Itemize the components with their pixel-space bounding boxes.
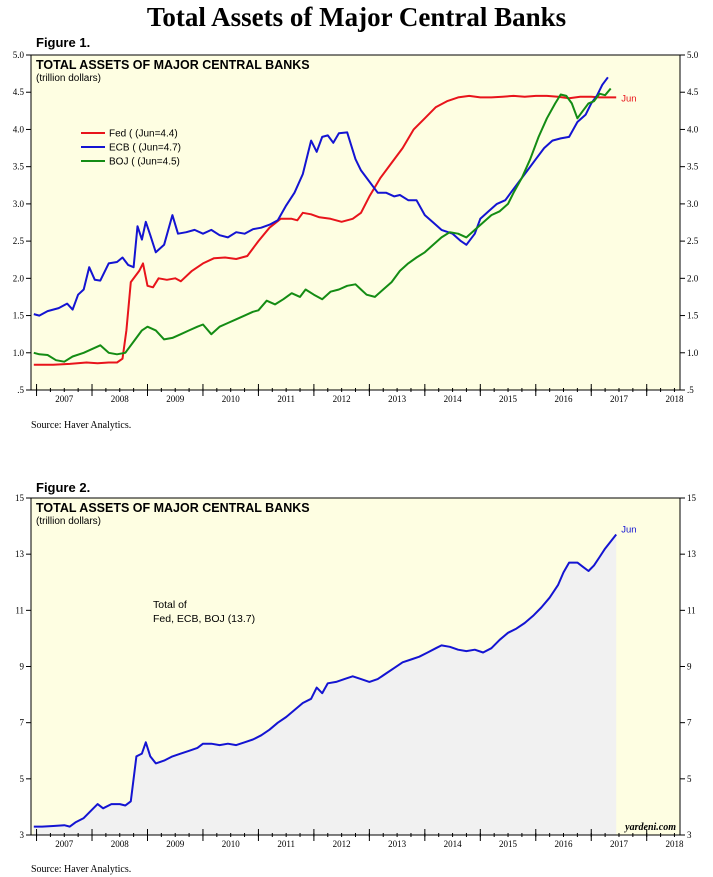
chart-subtitle: (trillion dollars) bbox=[36, 73, 101, 84]
x-tick-label: 2007 bbox=[55, 839, 74, 849]
figure1-label: Figure 1. bbox=[36, 35, 91, 50]
figure1-chart: .5 .5 1.0 1.0 1.5 1.5 2.0 2.0 2.5 2.5 3.0 3.0 3.5 3.5… bbox=[13, 50, 699, 404]
x-tick-label: 2013 bbox=[388, 394, 407, 404]
x-tick-label: 2008 bbox=[111, 394, 130, 404]
x-tick-label: 2011 bbox=[277, 394, 295, 404]
y-tick-label-left: 3 bbox=[20, 830, 25, 840]
x-tick-label: 2007 bbox=[55, 394, 74, 404]
x-tick-label: 2014 bbox=[444, 394, 463, 404]
y-tick-label-left: .5 bbox=[17, 385, 24, 395]
series-line-0 bbox=[33, 94, 617, 366]
y-tick-label-right: 1.5 bbox=[687, 311, 699, 321]
x-tick-label: 2009 bbox=[166, 839, 185, 849]
series-line-0 bbox=[33, 533, 617, 828]
x-tick-label: 2012 bbox=[333, 839, 351, 849]
y-tick-label-left: 5 bbox=[20, 774, 25, 784]
annotation-line: Fed, ECB, BOJ (13.7) bbox=[153, 613, 255, 625]
y-tick-label-right: 5.0 bbox=[687, 50, 699, 60]
chart-title: TOTAL ASSETS OF MAJOR CENTRAL BANKS bbox=[36, 501, 310, 515]
x-tick-label: 2018 bbox=[665, 839, 684, 849]
figure2-source: Source: Haver Analytics. bbox=[31, 864, 132, 875]
y-tick-label-right: 3 bbox=[687, 830, 692, 840]
end-label: Jun bbox=[621, 525, 636, 536]
x-tick-label: 2017 bbox=[610, 394, 629, 404]
x-tick-label: 2010 bbox=[222, 839, 241, 849]
y-tick-label-right: 1.0 bbox=[687, 348, 699, 358]
y-tick-label-left: 7 bbox=[20, 718, 25, 728]
legend-entry: ECB ( (Jun=4.7) bbox=[109, 143, 181, 154]
x-tick-label: 2018 bbox=[665, 394, 684, 404]
watermark: yardeni.com bbox=[624, 822, 676, 833]
x-tick-label: 2014 bbox=[444, 839, 463, 849]
x-tick-label: 2012 bbox=[333, 394, 351, 404]
page-title: Total Assets of Major Central Banks bbox=[146, 2, 567, 32]
y-tick-label-right: 3.0 bbox=[687, 199, 699, 209]
x-tick-label: 2011 bbox=[277, 839, 295, 849]
y-tick-label-left: 1.0 bbox=[13, 348, 25, 358]
x-tick-label: 2008 bbox=[111, 839, 130, 849]
y-tick-label-left: 11 bbox=[15, 605, 24, 615]
area-fill bbox=[33, 534, 617, 835]
y-tick-label-left: 4.5 bbox=[13, 87, 25, 97]
y-tick-label-right: 9 bbox=[687, 662, 692, 672]
x-tick-label: 2015 bbox=[499, 839, 518, 849]
y-tick-label-right: .5 bbox=[687, 385, 694, 395]
x-tick-label: 2016 bbox=[555, 394, 574, 404]
legend-entry: BOJ ( (Jun=4.5) bbox=[109, 157, 180, 168]
y-tick-label-right: 13 bbox=[687, 549, 697, 559]
figure1-source: Source: Haver Analytics. bbox=[31, 420, 132, 431]
y-tick-label-left: 2.0 bbox=[13, 273, 25, 283]
y-tick-label-right: 4.5 bbox=[687, 87, 699, 97]
figure2-label: Figure 2. bbox=[36, 480, 91, 495]
figure2-chart: 3 3 5 5 7 7 9 9 11 11 13 13 15 15 2007 2008 2009 2010 2011… bbox=[15, 493, 697, 849]
y-tick-label-left: 3.5 bbox=[13, 162, 25, 172]
x-tick-label: 2010 bbox=[222, 394, 241, 404]
y-tick-label-right: 2.0 bbox=[687, 273, 699, 283]
y-tick-label-right: 5 bbox=[687, 774, 692, 784]
chart-title: TOTAL ASSETS OF MAJOR CENTRAL BANKS bbox=[36, 58, 310, 72]
x-tick-label: 2015 bbox=[499, 394, 518, 404]
plot-background bbox=[31, 55, 680, 390]
y-tick-label-right: 15 bbox=[687, 493, 697, 503]
y-tick-label-right: 4.0 bbox=[687, 124, 699, 134]
y-tick-label-left: 4.0 bbox=[13, 124, 25, 134]
annotation-line: Total of bbox=[153, 599, 187, 611]
y-tick-label-right: 3.5 bbox=[687, 162, 699, 172]
legend-entry: Fed ( (Jun=4.4) bbox=[109, 129, 178, 140]
x-tick-label: 2013 bbox=[388, 839, 407, 849]
series-line-1 bbox=[33, 76, 609, 317]
y-tick-label-right: 7 bbox=[687, 718, 692, 728]
y-tick-label-left: 2.5 bbox=[13, 236, 25, 246]
y-tick-label-left: 3.0 bbox=[13, 199, 25, 209]
x-tick-label: 2009 bbox=[166, 394, 185, 404]
x-tick-label: 2016 bbox=[555, 839, 574, 849]
y-tick-label-left: 1.5 bbox=[13, 311, 25, 321]
y-tick-label-right: 2.5 bbox=[687, 236, 699, 246]
y-tick-label-left: 9 bbox=[20, 662, 25, 672]
series-line-2 bbox=[33, 87, 612, 363]
chart-subtitle: (trillion dollars) bbox=[36, 516, 101, 527]
y-tick-label-right: 11 bbox=[687, 605, 696, 615]
x-tick-label: 2017 bbox=[610, 839, 629, 849]
y-tick-label-left: 13 bbox=[15, 549, 25, 559]
y-tick-label-left: 15 bbox=[15, 493, 25, 503]
end-label: Jun bbox=[621, 93, 636, 104]
y-tick-label-left: 5.0 bbox=[13, 50, 25, 60]
